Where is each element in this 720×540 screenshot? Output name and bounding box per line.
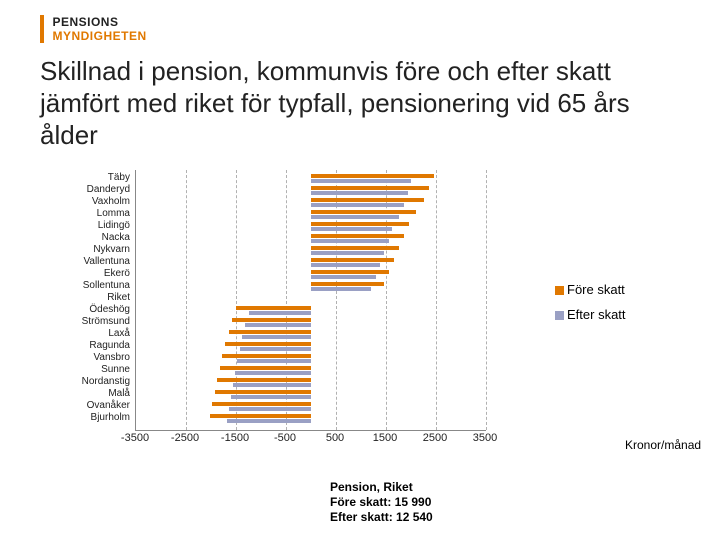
bar-efter xyxy=(229,407,311,411)
bar-fore xyxy=(311,246,399,250)
x-tick-label: -1500 xyxy=(221,432,249,444)
bar-efter xyxy=(233,383,311,387)
bar-efter xyxy=(311,191,408,195)
bar-efter xyxy=(311,215,399,219)
bar-efter xyxy=(245,323,311,327)
x-tick-label: 2500 xyxy=(423,432,447,444)
x-tick-label: 3500 xyxy=(473,432,497,444)
pension-diff-chart: TäbyDanderydVaxholmLommaLidingöNackaNykv… xyxy=(65,170,485,460)
bar-fore xyxy=(311,234,404,238)
bar-efter xyxy=(311,203,404,207)
bar-efter xyxy=(227,419,311,423)
footnote-line: Efter skatt: 12 540 xyxy=(330,510,433,525)
bar-efter xyxy=(311,251,384,255)
category-label: Lidingö xyxy=(98,220,130,231)
bar-fore xyxy=(311,174,434,178)
gridline xyxy=(386,170,387,430)
legend-label: Före skatt xyxy=(567,282,625,297)
bar-fore xyxy=(215,390,312,394)
bar-fore xyxy=(229,330,312,334)
agency-logo: PENSIONS MYNDIGHETEN xyxy=(40,15,147,43)
category-label: Vallentuna xyxy=(83,256,130,267)
footnote-line: Pension, Riket xyxy=(330,480,433,495)
bar-fore xyxy=(311,258,394,262)
bar-efter xyxy=(242,335,311,339)
gridline xyxy=(336,170,337,430)
footnote-riket: Pension, RiketFöre skatt: 15 990Efter sk… xyxy=(330,480,433,525)
bar-fore xyxy=(225,342,311,346)
plot-area xyxy=(135,170,486,431)
legend-item: Efter skatt xyxy=(555,307,626,322)
bar-fore xyxy=(232,318,311,322)
bar-fore xyxy=(210,414,312,418)
category-label: Ovanåker xyxy=(87,400,130,411)
gridline xyxy=(436,170,437,430)
bar-efter xyxy=(235,371,311,375)
bar-efter xyxy=(311,179,411,183)
x-tick-label: -2500 xyxy=(171,432,199,444)
x-tick-label: -500 xyxy=(274,432,296,444)
bar-fore xyxy=(236,306,311,310)
category-label: Nykvarn xyxy=(93,244,130,255)
bar-efter xyxy=(249,311,312,315)
bar-fore xyxy=(311,210,416,214)
bar-fore xyxy=(212,402,311,406)
category-label: Täby xyxy=(108,172,130,183)
x-tick-label: -3500 xyxy=(121,432,149,444)
category-label: Vaxholm xyxy=(92,196,130,207)
category-label: Malå xyxy=(108,388,130,399)
footnote-line: Före skatt: 15 990 xyxy=(330,495,433,510)
bar-fore xyxy=(311,270,389,274)
category-label: Ragunda xyxy=(89,340,130,351)
legend: Före skatt Efter skatt xyxy=(555,282,626,332)
category-label: Sunne xyxy=(101,364,130,375)
gridline xyxy=(486,170,487,430)
bar-efter xyxy=(237,359,311,363)
category-label: Ödeshög xyxy=(89,304,130,315)
category-label: Ekerö xyxy=(104,268,130,279)
x-axis-label: Kronor/månad xyxy=(625,438,701,452)
category-label: Riket xyxy=(107,292,130,303)
gridline xyxy=(186,170,187,430)
bar-fore xyxy=(222,354,311,358)
logo-line2: MYNDIGHETEN xyxy=(52,29,146,43)
bar-fore xyxy=(311,198,424,202)
category-label: Sollentuna xyxy=(83,280,130,291)
bar-efter xyxy=(311,275,376,279)
category-label: Lomma xyxy=(97,208,130,219)
bar-efter xyxy=(311,239,389,243)
x-tick-label: 1500 xyxy=(373,432,397,444)
category-label: Bjurholm xyxy=(91,412,130,423)
bar-fore xyxy=(311,186,429,190)
category-label: Strömsund xyxy=(82,316,130,327)
legend-item: Före skatt xyxy=(555,282,626,297)
bar-fore xyxy=(220,366,312,370)
page-title: Skillnad i pension, kommunvis före och e… xyxy=(40,55,680,151)
category-label: Nacka xyxy=(102,232,130,243)
logo-bar xyxy=(40,15,44,43)
bar-efter xyxy=(231,395,311,399)
category-label: Vansbro xyxy=(93,352,130,363)
bar-efter xyxy=(311,227,392,231)
category-label: Danderyd xyxy=(87,184,130,195)
bar-fore xyxy=(311,222,409,226)
legend-label: Efter skatt xyxy=(567,307,626,322)
bar-fore xyxy=(311,282,384,286)
legend-swatch xyxy=(555,286,564,295)
bar-efter xyxy=(311,263,380,267)
legend-swatch xyxy=(555,311,564,320)
bar-efter xyxy=(240,347,312,351)
bar-fore xyxy=(217,378,311,382)
category-label: Laxå xyxy=(108,328,130,339)
x-tick-label: 500 xyxy=(326,432,344,444)
bar-efter xyxy=(311,287,371,291)
category-label: Nordanstig xyxy=(82,376,130,387)
logo-line1: PENSIONS xyxy=(52,15,118,29)
